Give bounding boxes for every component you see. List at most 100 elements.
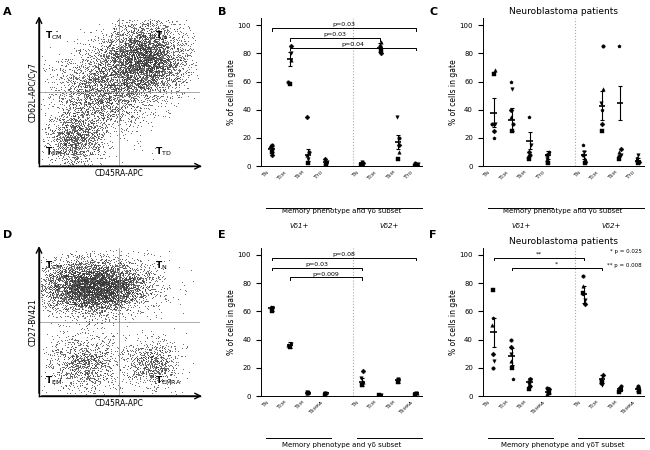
Point (170, 364, 181, 371)
Point (96, 76, 106, 83)
Point (153, 47, 164, 54)
Point (82, 375, 92, 382)
Point (150, 47, 161, 54)
Point (98, 115, 108, 122)
Point (97, 122, 107, 129)
Point (110, 282, 120, 289)
Point (122, 272, 132, 279)
Point (75, 340, 85, 347)
Point (138, 73, 148, 81)
Point (143, 41, 153, 48)
Point (151, 288, 161, 295)
Point (65, 144, 75, 151)
Point (136, 76, 146, 83)
Point (162, 53, 173, 60)
Point (125, 40, 136, 47)
Point (134, 69, 144, 76)
Point (64, 115, 75, 122)
Point (170, 21, 180, 28)
Point (156, 353, 166, 360)
Point (91, 95, 101, 103)
Point (125, 93, 135, 100)
Point (127, 77, 138, 85)
Point (164, 27, 174, 35)
Point (77, 349, 87, 356)
Point (79, 296, 89, 303)
Point (143, 351, 153, 359)
Point (108, 293, 118, 300)
Point (114, 19, 125, 27)
Point (107, 64, 117, 72)
Point (68, 281, 79, 288)
Point (107, 280, 117, 288)
Point (100, 252, 110, 260)
Point (138, 342, 149, 349)
Point (52, 281, 62, 288)
Point (96, 97, 107, 104)
Point (151, 57, 162, 64)
Point (63, 272, 73, 279)
Point (90, 350, 101, 357)
Point (99, 307, 110, 314)
Point (72, 289, 82, 297)
Point (79, 142, 90, 149)
Point (116, 26, 127, 33)
Point (143, 358, 153, 365)
Point (84, 350, 95, 357)
Point (157, 56, 168, 63)
Point (61, 112, 72, 120)
Point (142, 71, 152, 78)
Point (88, 100, 99, 108)
Point (157, 96, 168, 104)
Point (168, 61, 179, 68)
Point (89, 115, 99, 122)
Point (164, 58, 175, 66)
Point (85, 295, 96, 302)
Point (142, 84, 153, 91)
Point (90, 77, 101, 85)
Point (138, 53, 148, 60)
Point (112, 277, 122, 284)
Point (183, 52, 193, 59)
Point (84, 362, 95, 369)
Point (145, 286, 155, 293)
Point (116, 262, 127, 270)
Point (134, 50, 144, 57)
Point (68, 262, 79, 270)
Point (93, 107, 103, 114)
Point (60, 103, 71, 110)
Point (146, 39, 156, 46)
Point (82, 111, 92, 118)
Point (157, 78, 168, 85)
Point (70, 305, 81, 312)
Point (94, 267, 104, 274)
Point (86, 272, 96, 279)
Point (83, 157, 93, 164)
Point (72, 137, 83, 144)
Point (111, 111, 121, 118)
Point (168, 54, 178, 61)
Point (70, 301, 81, 308)
Point (137, 110, 148, 117)
Point (56, 268, 66, 275)
Point (51, 147, 61, 154)
Point (145, 39, 155, 46)
Point (97, 114, 107, 121)
Point (70, 289, 80, 296)
Point (142, 256, 153, 263)
Point (154, 67, 164, 74)
Point (506, 78, 516, 85)
Point (525, 141, 536, 149)
Point (135, 285, 145, 292)
Point (65, 131, 75, 139)
Point (141, 78, 151, 86)
Point (46, 338, 56, 346)
Point (105, 272, 116, 279)
Point (116, 66, 126, 73)
Point (77, 254, 88, 261)
Point (100, 370, 110, 377)
Point (92, 370, 102, 378)
Point (179, 81, 189, 89)
Point (131, 291, 142, 298)
Point (86, 306, 97, 313)
